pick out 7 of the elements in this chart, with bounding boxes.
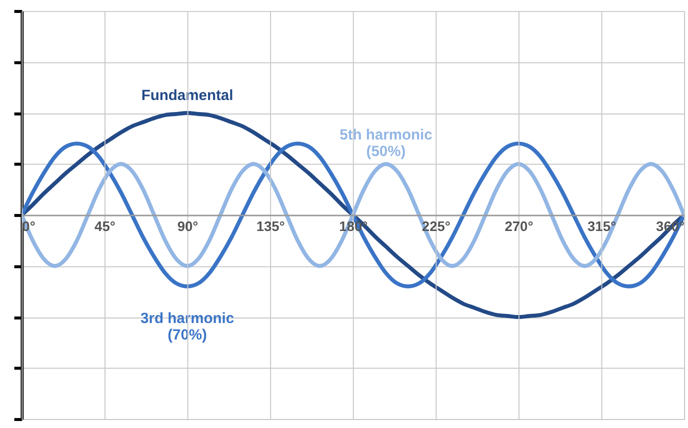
x-tick-label: 45° [94,219,116,234]
series-label: Fundamental [141,88,234,104]
text: 3rd harmonic (70%) [140,310,234,344]
x-tick-label: 90° [177,219,198,234]
x-tick-label: 270° [504,219,534,234]
x-tick-label: 135° [256,219,285,234]
series-label: 5th harmonic (50%) [340,127,432,160]
